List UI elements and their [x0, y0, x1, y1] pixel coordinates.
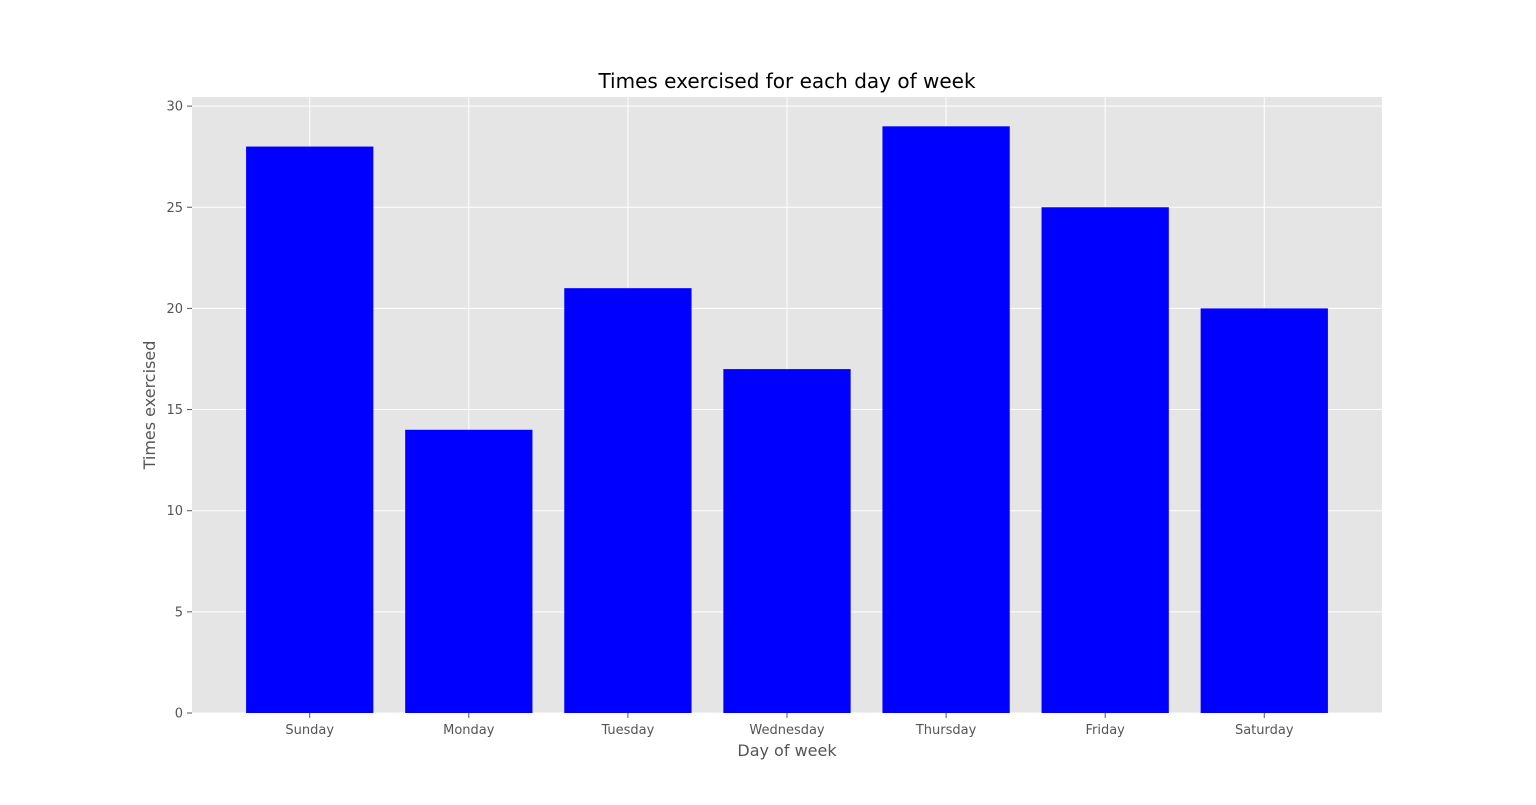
x-tick-label: Monday [443, 723, 495, 738]
chart-title: Times exercised for each day of week [597, 69, 976, 93]
x-axis-ticks: Sunday Monday Tuesday Wednesday Thursday Frid… [285, 713, 1294, 738]
bar-saturday [1200, 308, 1328, 713]
bar-tuesday [564, 288, 692, 713]
bar-sunday [246, 146, 374, 713]
y-tick-label: 5 [175, 605, 183, 620]
x-axis-label: Day of week [737, 741, 837, 760]
x-tick-label: Wednesday [749, 723, 825, 738]
y-tick-label: 15 [166, 403, 183, 418]
y-axis-label: Times exercised [140, 341, 159, 471]
y-tick-label: 10 [166, 504, 183, 519]
bar-monday [405, 429, 533, 713]
bar-wednesday [723, 369, 851, 713]
bar-friday [1041, 207, 1169, 713]
bar-thursday [882, 126, 1010, 714]
y-tick-label: 20 [166, 302, 183, 317]
x-tick-label: Tuesday [600, 723, 654, 738]
x-tick-label: Thursday [915, 723, 977, 738]
y-tick-label: 25 [166, 201, 183, 216]
bars [246, 126, 1328, 714]
y-axis-ticks: 0 5 10 15 20 25 30 [166, 100, 192, 722]
x-tick-label: Sunday [285, 723, 334, 738]
y-tick-label: 30 [166, 100, 183, 115]
y-tick-label: 0 [175, 707, 183, 722]
x-tick-label: Saturday [1235, 723, 1294, 738]
x-tick-label: Friday [1085, 723, 1125, 738]
